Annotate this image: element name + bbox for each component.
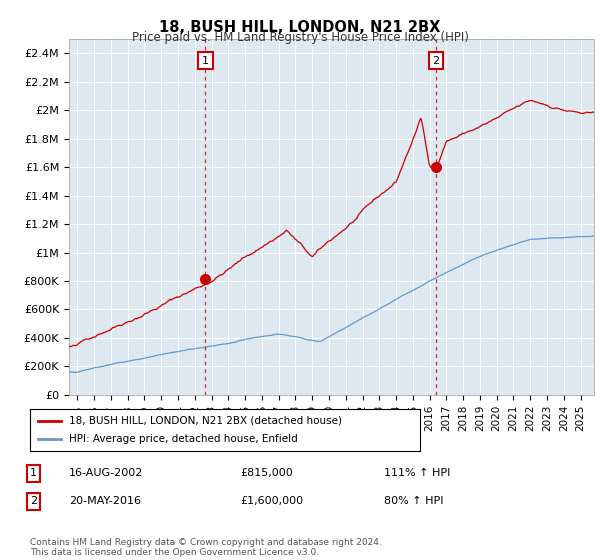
Text: 16-AUG-2002: 16-AUG-2002 <box>69 468 143 478</box>
Text: 20-MAY-2016: 20-MAY-2016 <box>69 496 141 506</box>
Text: Contains HM Land Registry data © Crown copyright and database right 2024.
This d: Contains HM Land Registry data © Crown c… <box>30 538 382 557</box>
Text: 1: 1 <box>202 55 209 66</box>
Text: £1,600,000: £1,600,000 <box>240 496 303 506</box>
Text: 2: 2 <box>433 55 440 66</box>
Text: 18, BUSH HILL, LONDON, N21 2BX: 18, BUSH HILL, LONDON, N21 2BX <box>160 20 440 35</box>
Text: 18, BUSH HILL, LONDON, N21 2BX (detached house): 18, BUSH HILL, LONDON, N21 2BX (detached… <box>69 416 342 426</box>
Text: 1: 1 <box>30 468 37 478</box>
Text: Price paid vs. HM Land Registry's House Price Index (HPI): Price paid vs. HM Land Registry's House … <box>131 31 469 44</box>
Text: 111% ↑ HPI: 111% ↑ HPI <box>384 468 451 478</box>
Text: 2: 2 <box>30 496 37 506</box>
Text: HPI: Average price, detached house, Enfield: HPI: Average price, detached house, Enfi… <box>69 434 298 444</box>
Text: 80% ↑ HPI: 80% ↑ HPI <box>384 496 443 506</box>
Text: £815,000: £815,000 <box>240 468 293 478</box>
